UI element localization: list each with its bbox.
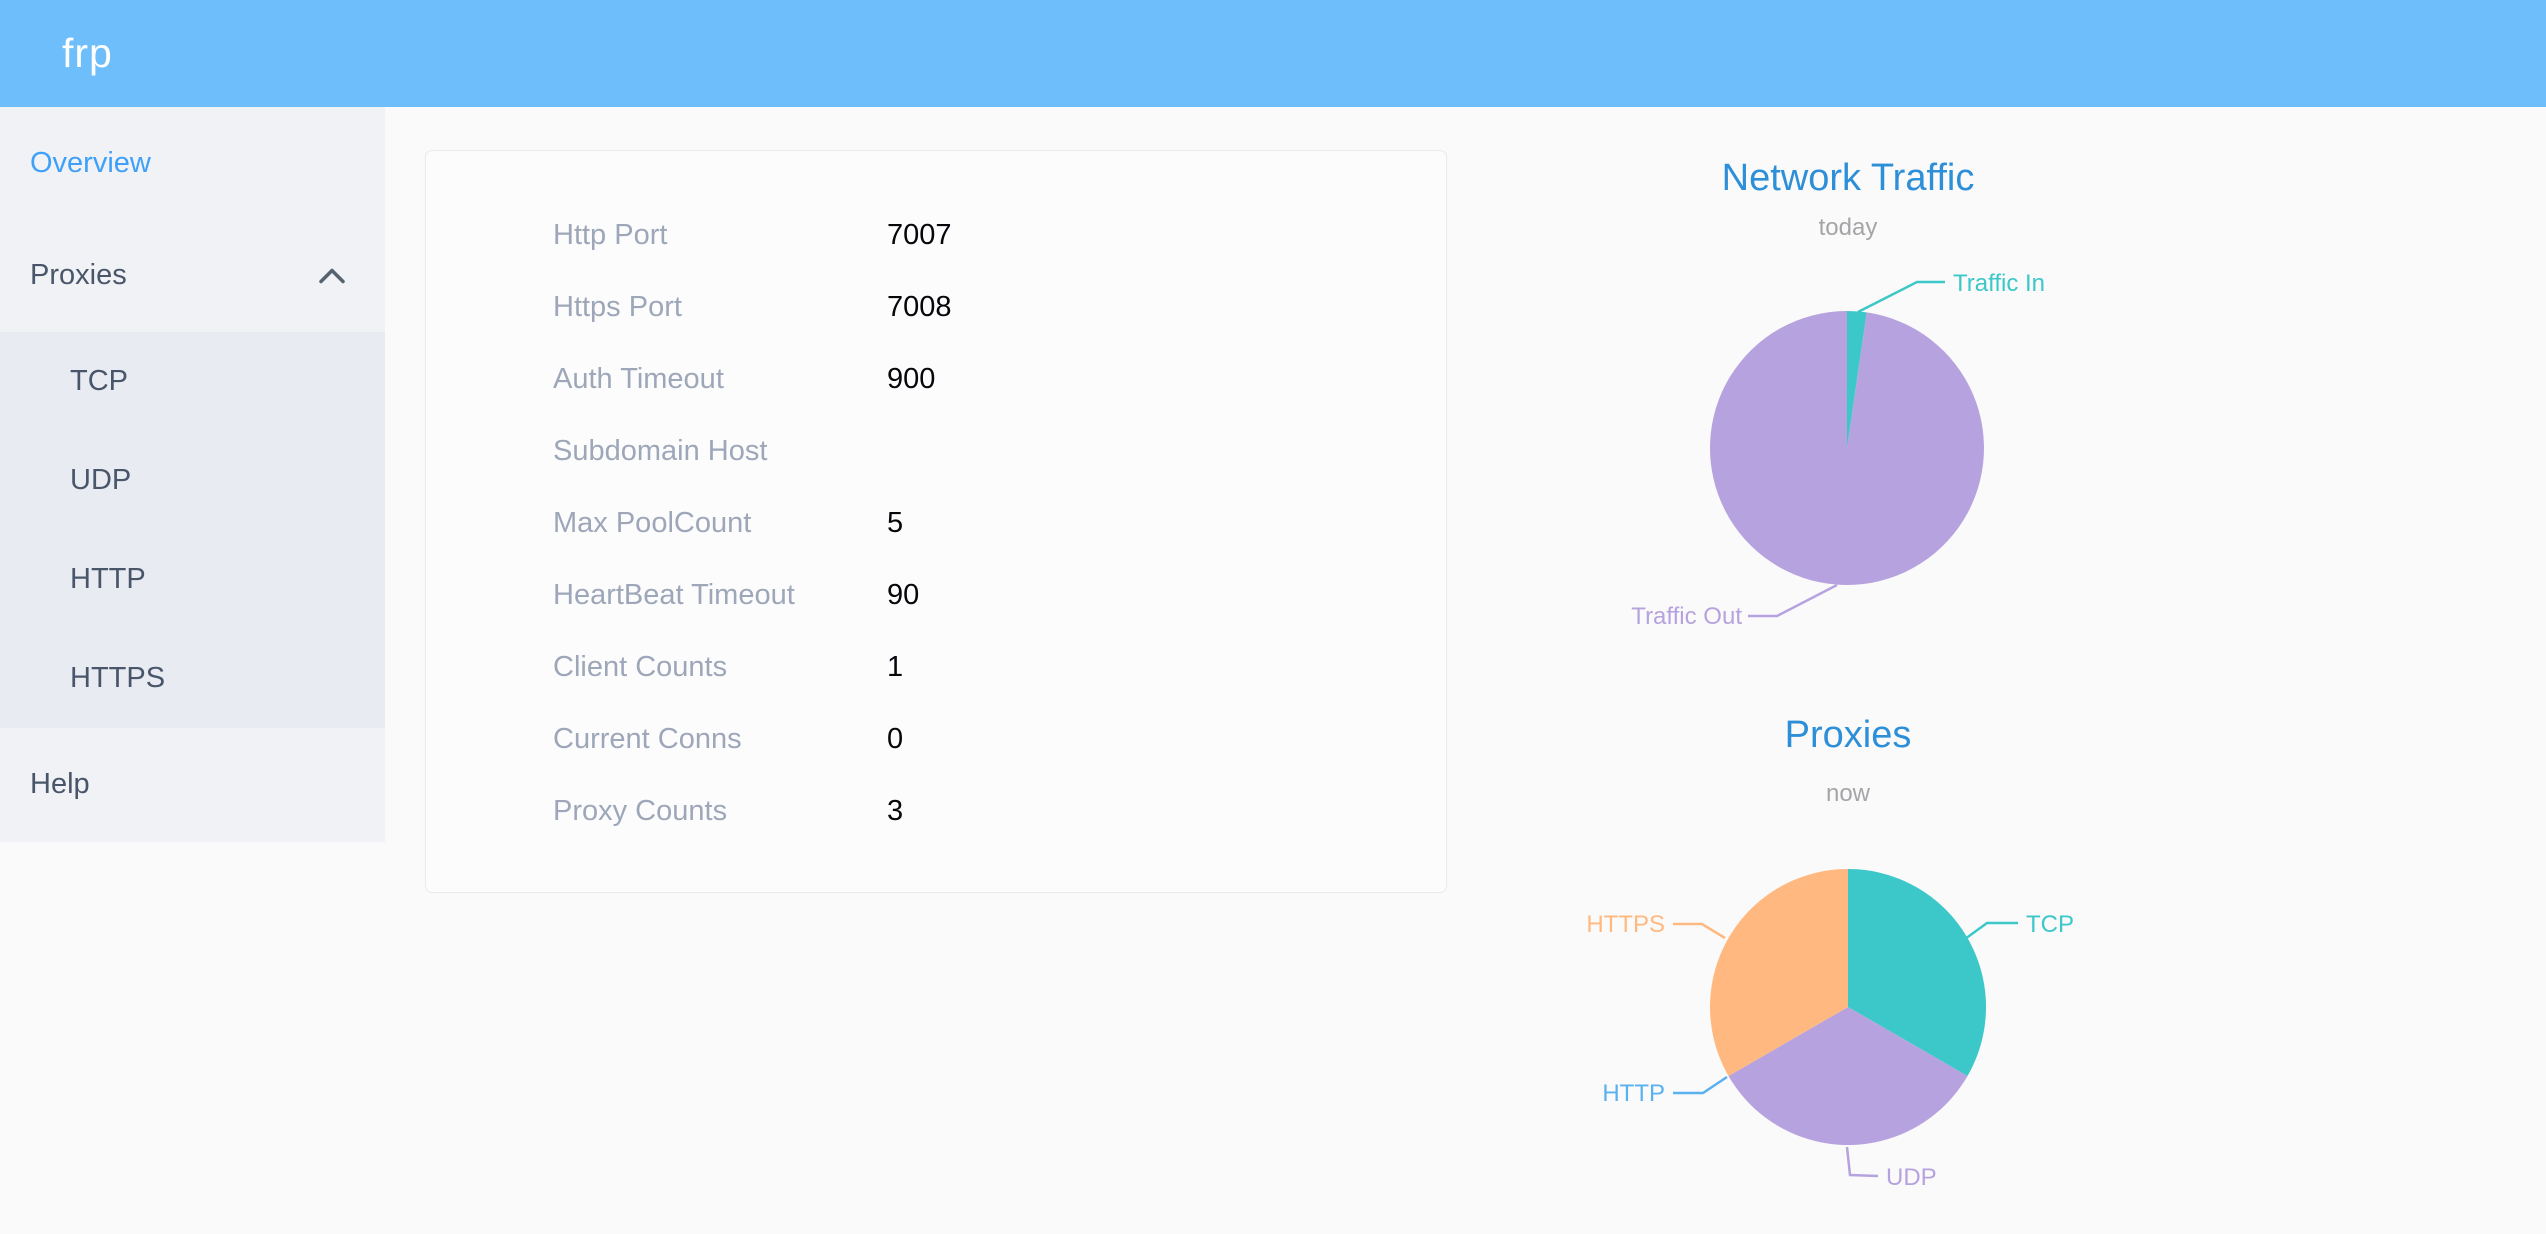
info-row-current-conns: Current Conns 0 [426, 703, 1446, 775]
info-label: Max PoolCount [553, 506, 752, 539]
info-row-subdomain-host: Subdomain Host [426, 415, 1446, 487]
info-row-proxy-counts: Proxy Counts 3 [426, 775, 1446, 847]
http-leader-line [1673, 1075, 1728, 1095]
info-value: 3 [887, 794, 904, 827]
traffic-out-leader-line [1748, 583, 1838, 618]
info-row-auth-timeout: Auth Timeout 900 [426, 343, 1446, 415]
info-label: Auth Timeout [553, 362, 724, 395]
network-traffic-pie [1709, 311, 1984, 585]
sidebar-item-overview[interactable]: Overview [0, 107, 385, 219]
info-value: 7008 [887, 290, 952, 323]
info-label: Proxy Counts [553, 794, 728, 827]
pie-slice-traffic-in[interactable] [1847, 311, 1867, 448]
info-label: Client Counts [553, 650, 728, 683]
traffic-in-leader-line [1857, 280, 1945, 314]
info-value: 0 [887, 722, 904, 755]
http-label: HTTP [1602, 1080, 1665, 1107]
info-value: 5 [887, 506, 904, 539]
chevron-up-icon [319, 268, 345, 283]
info-label: HeartBeat Timeout [553, 578, 795, 611]
sidebar-item-https[interactable]: HTTPS [0, 629, 385, 728]
info-row-https-port: Https Port 7008 [426, 271, 1446, 343]
traffic-in-label: Traffic In [1953, 270, 2045, 297]
proxies-chart-subtitle: now [1826, 780, 1871, 807]
sidebar-item-proxies-label: Proxies [30, 259, 127, 291]
info-label: Https Port [553, 290, 682, 323]
https-leader-line [1673, 922, 1726, 940]
proxies-submenu: TCP UDP HTTP HTTPS [0, 332, 385, 728]
sidebar-item-overview-label: Overview [30, 146, 151, 179]
udp-label: UDP [1886, 1164, 1937, 1191]
proxies-pie [1710, 869, 1986, 1145]
tcp-leader-line [1964, 921, 2018, 941]
info-row-client-counts: Client Counts 1 [426, 631, 1446, 703]
info-value: 7007 [887, 218, 952, 251]
sidebar-item-udp-label: UDP [70, 464, 132, 496]
https-label: HTTPS [1586, 911, 1665, 938]
charts-panel: Network Traffic today Traffic In Traffic… [1586, 157, 2074, 1191]
sidebar-item-https-label: HTTPS [70, 662, 166, 694]
sidebar-nav: Overview Proxies TCP UDP HTTP HTTPS Help [0, 107, 385, 842]
proxies-chart-title: Proxies [1785, 714, 1912, 756]
sidebar-item-proxies[interactable]: Proxies [0, 219, 385, 332]
pie-slice-traffic-out[interactable] [1709, 311, 1984, 585]
tcp-label: TCP [2026, 911, 2074, 938]
sidebar-item-http[interactable]: HTTP [0, 530, 385, 629]
traffic-out-label: Traffic Out [1631, 603, 1742, 630]
server-info-card: Http Port 7007 Https Port 7008 Auth Time… [425, 150, 1447, 893]
info-value: 90 [887, 578, 920, 611]
info-row-max-poolcount: Max PoolCount 5 [426, 487, 1446, 559]
sidebar-item-udp[interactable]: UDP [0, 431, 385, 530]
app-logo: frp [62, 30, 113, 76]
udp-leader-line [1845, 1146, 1879, 1178]
pie-slice-https[interactable] [1710, 869, 1848, 1076]
sidebar-item-tcp[interactable]: TCP [0, 332, 385, 431]
sidebar-item-help-label: Help [30, 768, 90, 800]
info-value: 900 [887, 362, 936, 395]
network-traffic-chart-subtitle: today [1819, 214, 1878, 241]
info-value: 1 [887, 650, 904, 683]
sidebar-item-tcp-label: TCP [70, 365, 128, 397]
sidebar-item-help[interactable]: Help [0, 728, 385, 841]
info-label: Current Conns [553, 722, 742, 755]
sidebar-item-http-label: HTTP [70, 563, 146, 595]
info-row-http-port: Http Port 7007 [426, 199, 1446, 271]
info-label: Subdomain Host [553, 434, 768, 467]
network-traffic-chart-title: Network Traffic [1722, 157, 1975, 199]
app-header: frp [0, 0, 2546, 107]
info-label: Http Port [553, 218, 668, 251]
pie-slice-udp[interactable] [1728, 1007, 1968, 1145]
info-row-heartbeat-timeout: HeartBeat Timeout 90 [426, 559, 1446, 631]
pie-slice-tcp[interactable] [1848, 869, 1986, 1076]
